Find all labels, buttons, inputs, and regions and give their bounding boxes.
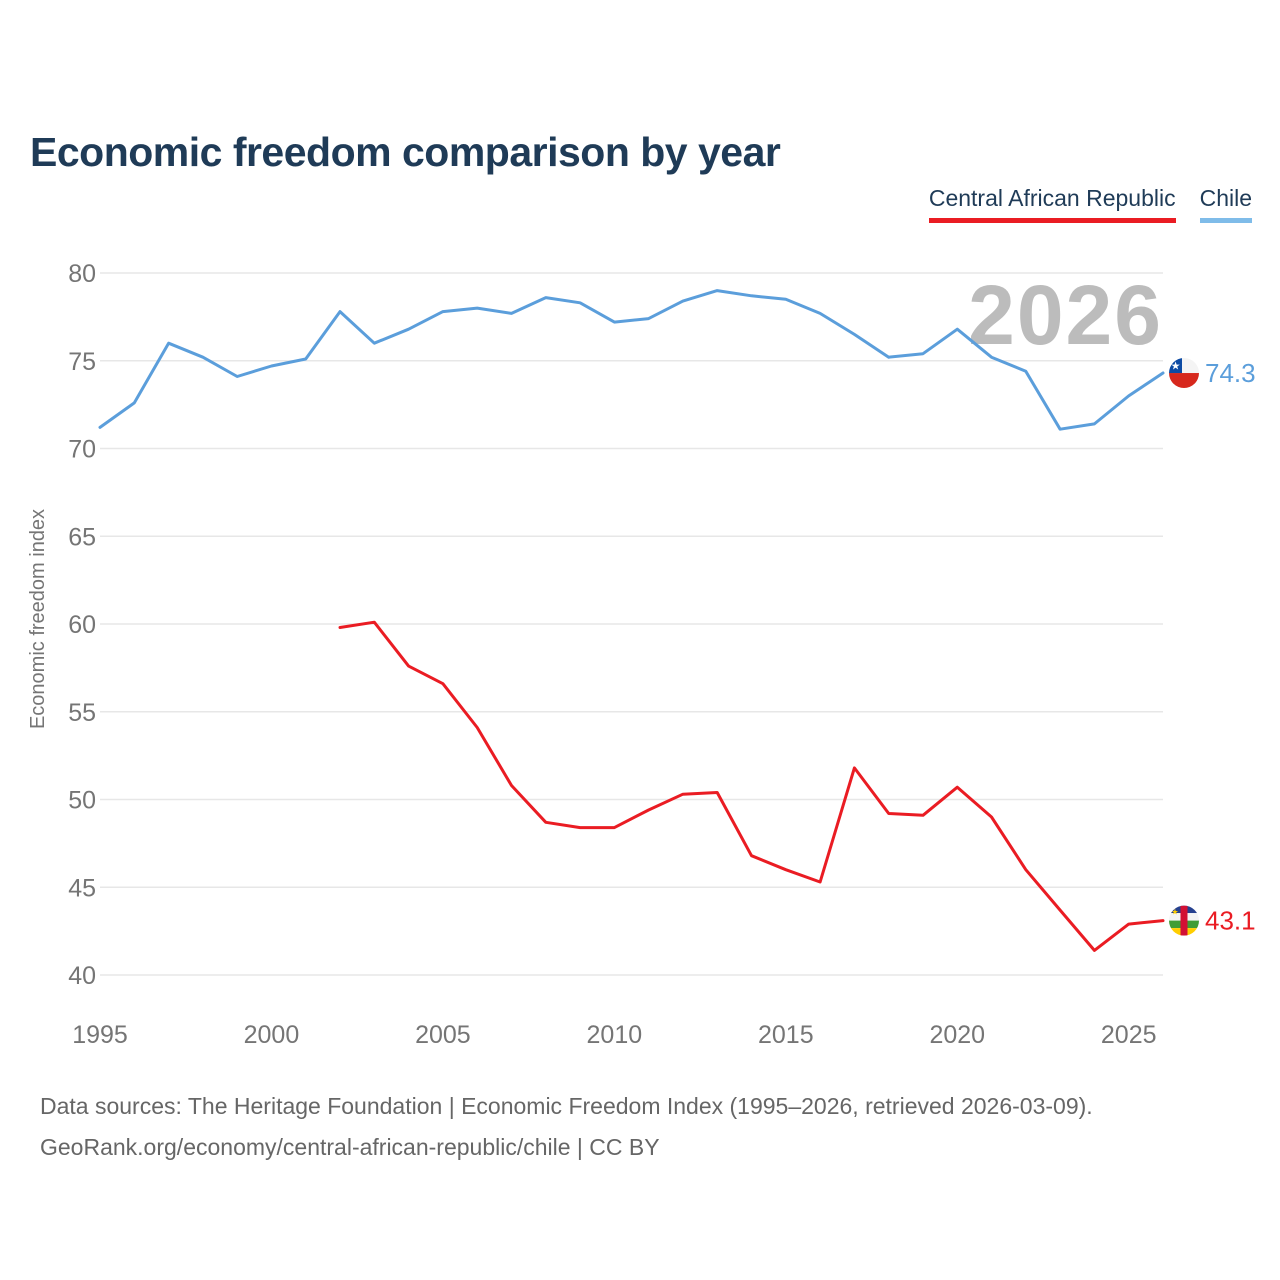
y-tick-label-40: 40 <box>68 962 96 990</box>
series-line-car <box>338 620 1165 952</box>
footer-attribution-line: GeoRank.org/economy/central-african-repu… <box>40 1134 660 1160</box>
end-value-label-chile: 74.3 <box>1205 358 1256 388</box>
year-watermark: 2026 <box>968 268 1163 362</box>
x-tick-label-2010: 2010 <box>587 1021 643 1049</box>
x-tick-label-2000: 2000 <box>244 1021 300 1049</box>
end-value-label-car: 43.1 <box>1205 906 1256 936</box>
svg-text:★: ★ <box>1171 361 1181 373</box>
car-flag-icon: ★ <box>1169 905 1199 936</box>
chart-legend: Central African Republic Chile <box>928 185 1252 223</box>
y-tick-label-70: 70 <box>68 436 96 464</box>
x-tick-label-2020: 2020 <box>929 1021 985 1049</box>
x-tick-label-2015: 2015 <box>758 1021 814 1049</box>
y-tick-label-65: 65 <box>68 523 96 551</box>
y-tick-label-50: 50 <box>68 787 96 815</box>
y-tick-label-60: 60 <box>68 611 96 639</box>
y-axis-title: Economic freedom index <box>27 509 49 729</box>
legend-item-central-african-republic[interactable]: Central African Republic <box>928 185 1176 223</box>
y-tick-label-80: 80 <box>68 260 96 288</box>
x-tick-label-2025: 2025 <box>1101 1021 1157 1049</box>
y-tick-label-55: 55 <box>68 699 96 727</box>
svg-text:★: ★ <box>1171 908 1178 917</box>
y-tick-label-45: 45 <box>68 874 96 902</box>
chile-flag-icon: ★ <box>1169 358 1199 389</box>
x-tick-label-2005: 2005 <box>415 1021 471 1049</box>
page-title: Economic freedom comparison by year <box>30 129 781 176</box>
y-tick-label-75: 75 <box>68 348 96 376</box>
series-line-chile <box>98 289 1165 431</box>
legend-item-chile[interactable]: Chile <box>1199 185 1252 223</box>
footer-source-line: Data sources: The Heritage Foundation | … <box>40 1093 1093 1119</box>
x-tick-label-1995: 1995 <box>72 1021 128 1049</box>
data-source-footer: Data sources: The Heritage Foundation | … <box>40 1086 1093 1168</box>
